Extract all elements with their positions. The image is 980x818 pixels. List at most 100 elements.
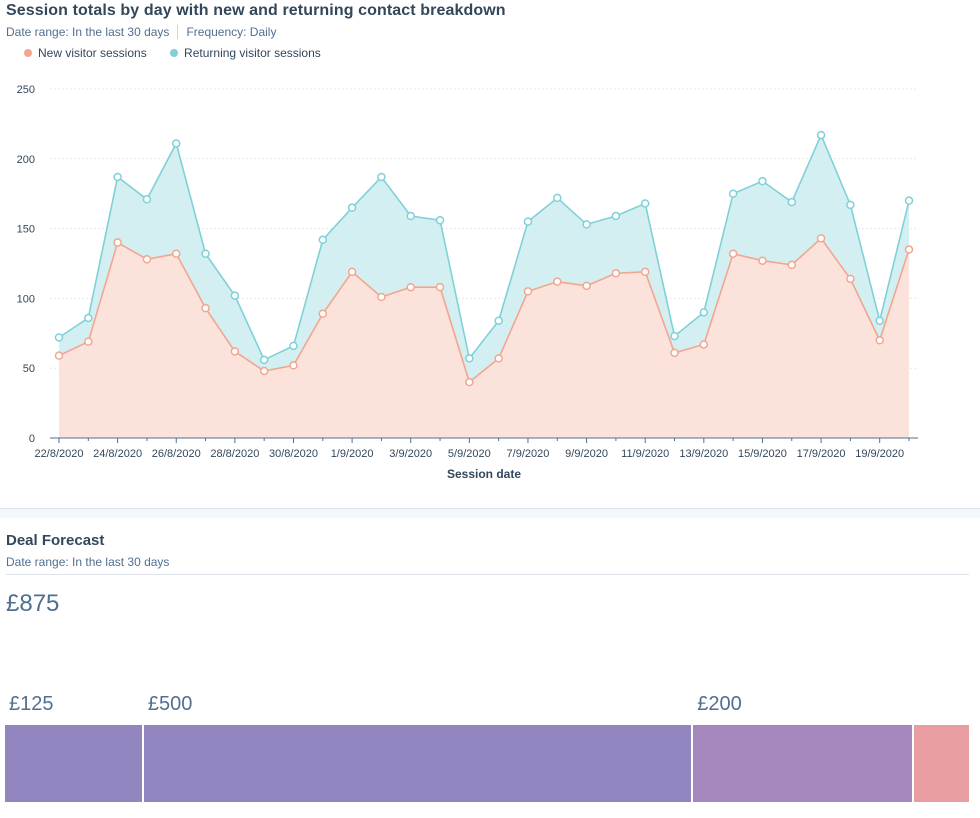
forecast-segment[interactable]	[693, 725, 913, 802]
forecast-segment[interactable]	[143, 725, 692, 802]
x-tick-label: 30/8/2020	[269, 448, 318, 460]
returning-point	[142, 195, 152, 204]
returning-line	[58, 133, 910, 361]
chart-title: Session totals by day with new and retur…	[6, 2, 506, 19]
returning-point	[553, 193, 562, 203]
new-point	[787, 260, 797, 270]
returning-point	[465, 354, 474, 363]
deal-total-amount: £875	[6, 590, 60, 617]
new-point	[406, 282, 415, 292]
returning-point	[875, 316, 884, 325]
returning-point	[523, 217, 533, 226]
new-point	[670, 348, 679, 358]
legend-item-returning-visitors[interactable]: Returning visitor sessions	[170, 46, 321, 60]
legend-label-returning: Returning visitor sessions	[184, 46, 321, 60]
legend-dot-new	[24, 49, 32, 57]
x-tick-label: 7/9/2020	[507, 448, 550, 460]
returning-point	[377, 172, 386, 182]
forecast-segment[interactable]	[5, 725, 142, 802]
returning-point	[670, 331, 679, 341]
x-tick-label: 15/9/2020	[738, 448, 787, 460]
legend-label-new: New visitor sessions	[38, 46, 147, 60]
returning-point	[758, 176, 767, 186]
deal-date-range[interactable]: Date range: In the last 30 days	[6, 555, 170, 569]
returning-point	[435, 215, 445, 225]
returning-point	[84, 313, 93, 323]
returning-point	[259, 355, 269, 365]
forecast-segment-label: £500	[147, 693, 193, 715]
x-tick-label: 11/9/2020	[621, 448, 669, 460]
frequency-filter[interactable]: Frequency: Daily	[186, 25, 277, 39]
y-tick-label: 250	[17, 84, 35, 96]
returning-point	[289, 341, 298, 351]
new-point	[699, 340, 709, 349]
x-tick-label: 22/8/2020	[35, 448, 84, 460]
returning-point	[582, 220, 591, 229]
legend-item-new-visitors[interactable]: New visitor sessions	[24, 46, 147, 60]
new-point	[640, 267, 650, 277]
returning-point	[347, 203, 357, 212]
deal-forecast-card: Deal Forecast Date range: In the last 30…	[0, 518, 980, 818]
session-totals-card: Session totals by day with new and retur…	[6, 2, 918, 481]
deal-header-rule	[6, 574, 969, 575]
returning-point	[846, 200, 855, 210]
new-point	[523, 287, 533, 296]
chart-legend: New visitor sessions Returning visitor s…	[24, 46, 341, 60]
new-point	[347, 267, 357, 277]
forecast-segment-label: £125	[9, 693, 54, 715]
x-tick-label: 3/9/2020	[389, 448, 432, 460]
y-tick-label: 100	[17, 293, 35, 305]
new-area	[59, 238, 909, 438]
returning-point	[787, 197, 797, 207]
returning-point	[494, 316, 503, 325]
x-tick-label: 28/8/2020	[210, 448, 259, 460]
new-point	[113, 238, 122, 247]
returning-point	[728, 189, 738, 198]
new-point	[758, 256, 767, 265]
deal-forecast-title: Deal Forecast	[6, 532, 105, 549]
y-tick-label: 200	[17, 154, 35, 166]
x-tick-label: 19/9/2020	[855, 448, 904, 460]
x-tick-label: 5/9/2020	[448, 448, 491, 460]
new-point	[84, 337, 93, 346]
new-point	[289, 361, 298, 370]
returning-point	[54, 333, 64, 342]
x-tick-label: 13/9/2020	[679, 448, 728, 460]
new-point	[611, 269, 621, 278]
returning-point	[611, 211, 621, 221]
forecast-segment-label: £200	[697, 693, 742, 715]
x-axis-title: Session date	[447, 467, 521, 481]
y-tick-label: 0	[29, 433, 35, 445]
forecast-segment[interactable]	[914, 725, 969, 802]
new-point	[435, 282, 445, 292]
y-tick-label: 150	[17, 224, 35, 236]
returning-area	[59, 135, 909, 383]
returning-point	[640, 199, 650, 208]
date-range-filter[interactable]: Date range: In the last 30 days	[6, 25, 170, 39]
x-tick-label: 17/9/2020	[797, 448, 846, 460]
new-point	[875, 336, 884, 345]
x-tick-label: 9/9/2020	[565, 448, 608, 460]
returning-point	[171, 139, 181, 148]
returning-point	[699, 308, 709, 317]
new-point	[582, 281, 591, 291]
new-point	[904, 245, 914, 254]
y-tick-label: 50	[23, 363, 35, 375]
new-point	[318, 309, 328, 319]
legend-dot-returning	[170, 49, 179, 57]
returning-point	[201, 249, 210, 258]
new-line	[58, 237, 910, 384]
new-point	[846, 274, 855, 284]
new-point	[728, 249, 738, 258]
card-divider	[0, 508, 980, 519]
new-point	[201, 303, 210, 313]
new-point	[171, 249, 181, 258]
returning-point	[113, 172, 122, 182]
returning-point	[816, 130, 826, 140]
new-point	[142, 255, 152, 264]
new-point	[259, 366, 269, 376]
returning-point	[406, 211, 415, 221]
session-area-chart: 0 50 100 150 200 250 22/8/2020 24/8/2020 26/8/20…	[17, 84, 918, 481]
new-point	[377, 292, 386, 302]
new-point	[230, 347, 240, 356]
